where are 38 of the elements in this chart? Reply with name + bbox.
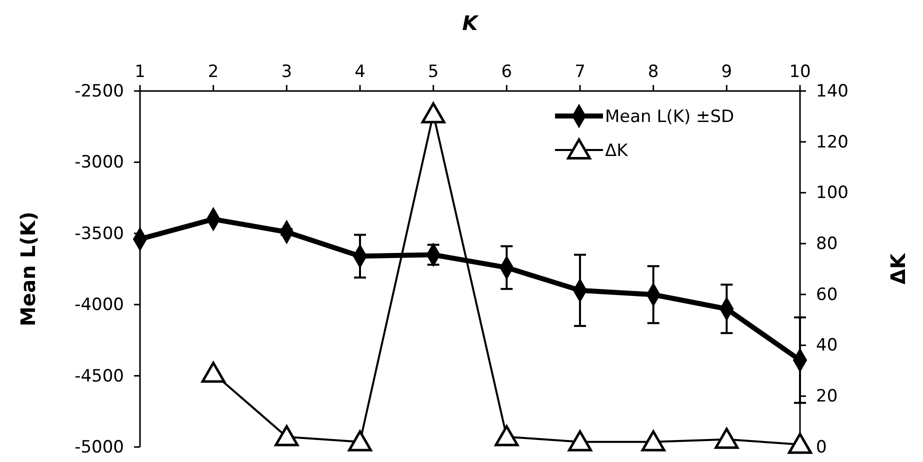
legend-label: Mean L(K) ±SD (605, 107, 734, 127)
y2-tick-label: 0 (816, 437, 827, 458)
point (494, 425, 519, 446)
x-tick-label: 7 (574, 62, 586, 82)
x-axis-title: K (462, 11, 480, 35)
y2-axis-title: ΔK (886, 252, 910, 284)
point (348, 430, 372, 452)
y-tick-label: -3500 (74, 224, 124, 244)
y2-tick-label: 100 (816, 183, 848, 204)
point (421, 102, 446, 124)
y-tick-label: -2500 (74, 81, 124, 102)
point (641, 430, 666, 452)
x-tick-label: 4 (354, 62, 366, 82)
point (714, 428, 739, 449)
x-tick-label: 10 (789, 62, 811, 82)
point (568, 430, 592, 452)
x-tick-label: 1 (134, 62, 146, 82)
point (788, 432, 812, 454)
x-tick-label: 8 (648, 62, 659, 82)
y-tick-label: -5000 (74, 437, 124, 458)
y2-tick-label: 20 (816, 386, 838, 407)
y2-tick-label: 60 (816, 284, 838, 305)
x-tick-label: 2 (208, 62, 219, 82)
point (274, 425, 299, 446)
y-tick-label: -4000 (74, 295, 124, 316)
y-tick-label: -4500 (74, 366, 124, 386)
y-axis-title: Mean L(K) (16, 212, 40, 326)
x-tick-label: 5 (428, 62, 439, 82)
x-tick-label: 6 (501, 62, 512, 82)
point (201, 362, 226, 383)
x-tick-label: 9 (721, 62, 732, 82)
y2-tick-label: 40 (816, 336, 838, 356)
y-tick-label: -3000 (74, 152, 124, 173)
legend-label: ΔK (605, 141, 629, 161)
x-tick-label: 3 (281, 62, 292, 82)
y2-tick-label: 140 (816, 81, 848, 102)
y2-tick-label: 80 (816, 234, 838, 254)
y2-tick-label: 120 (816, 132, 848, 152)
